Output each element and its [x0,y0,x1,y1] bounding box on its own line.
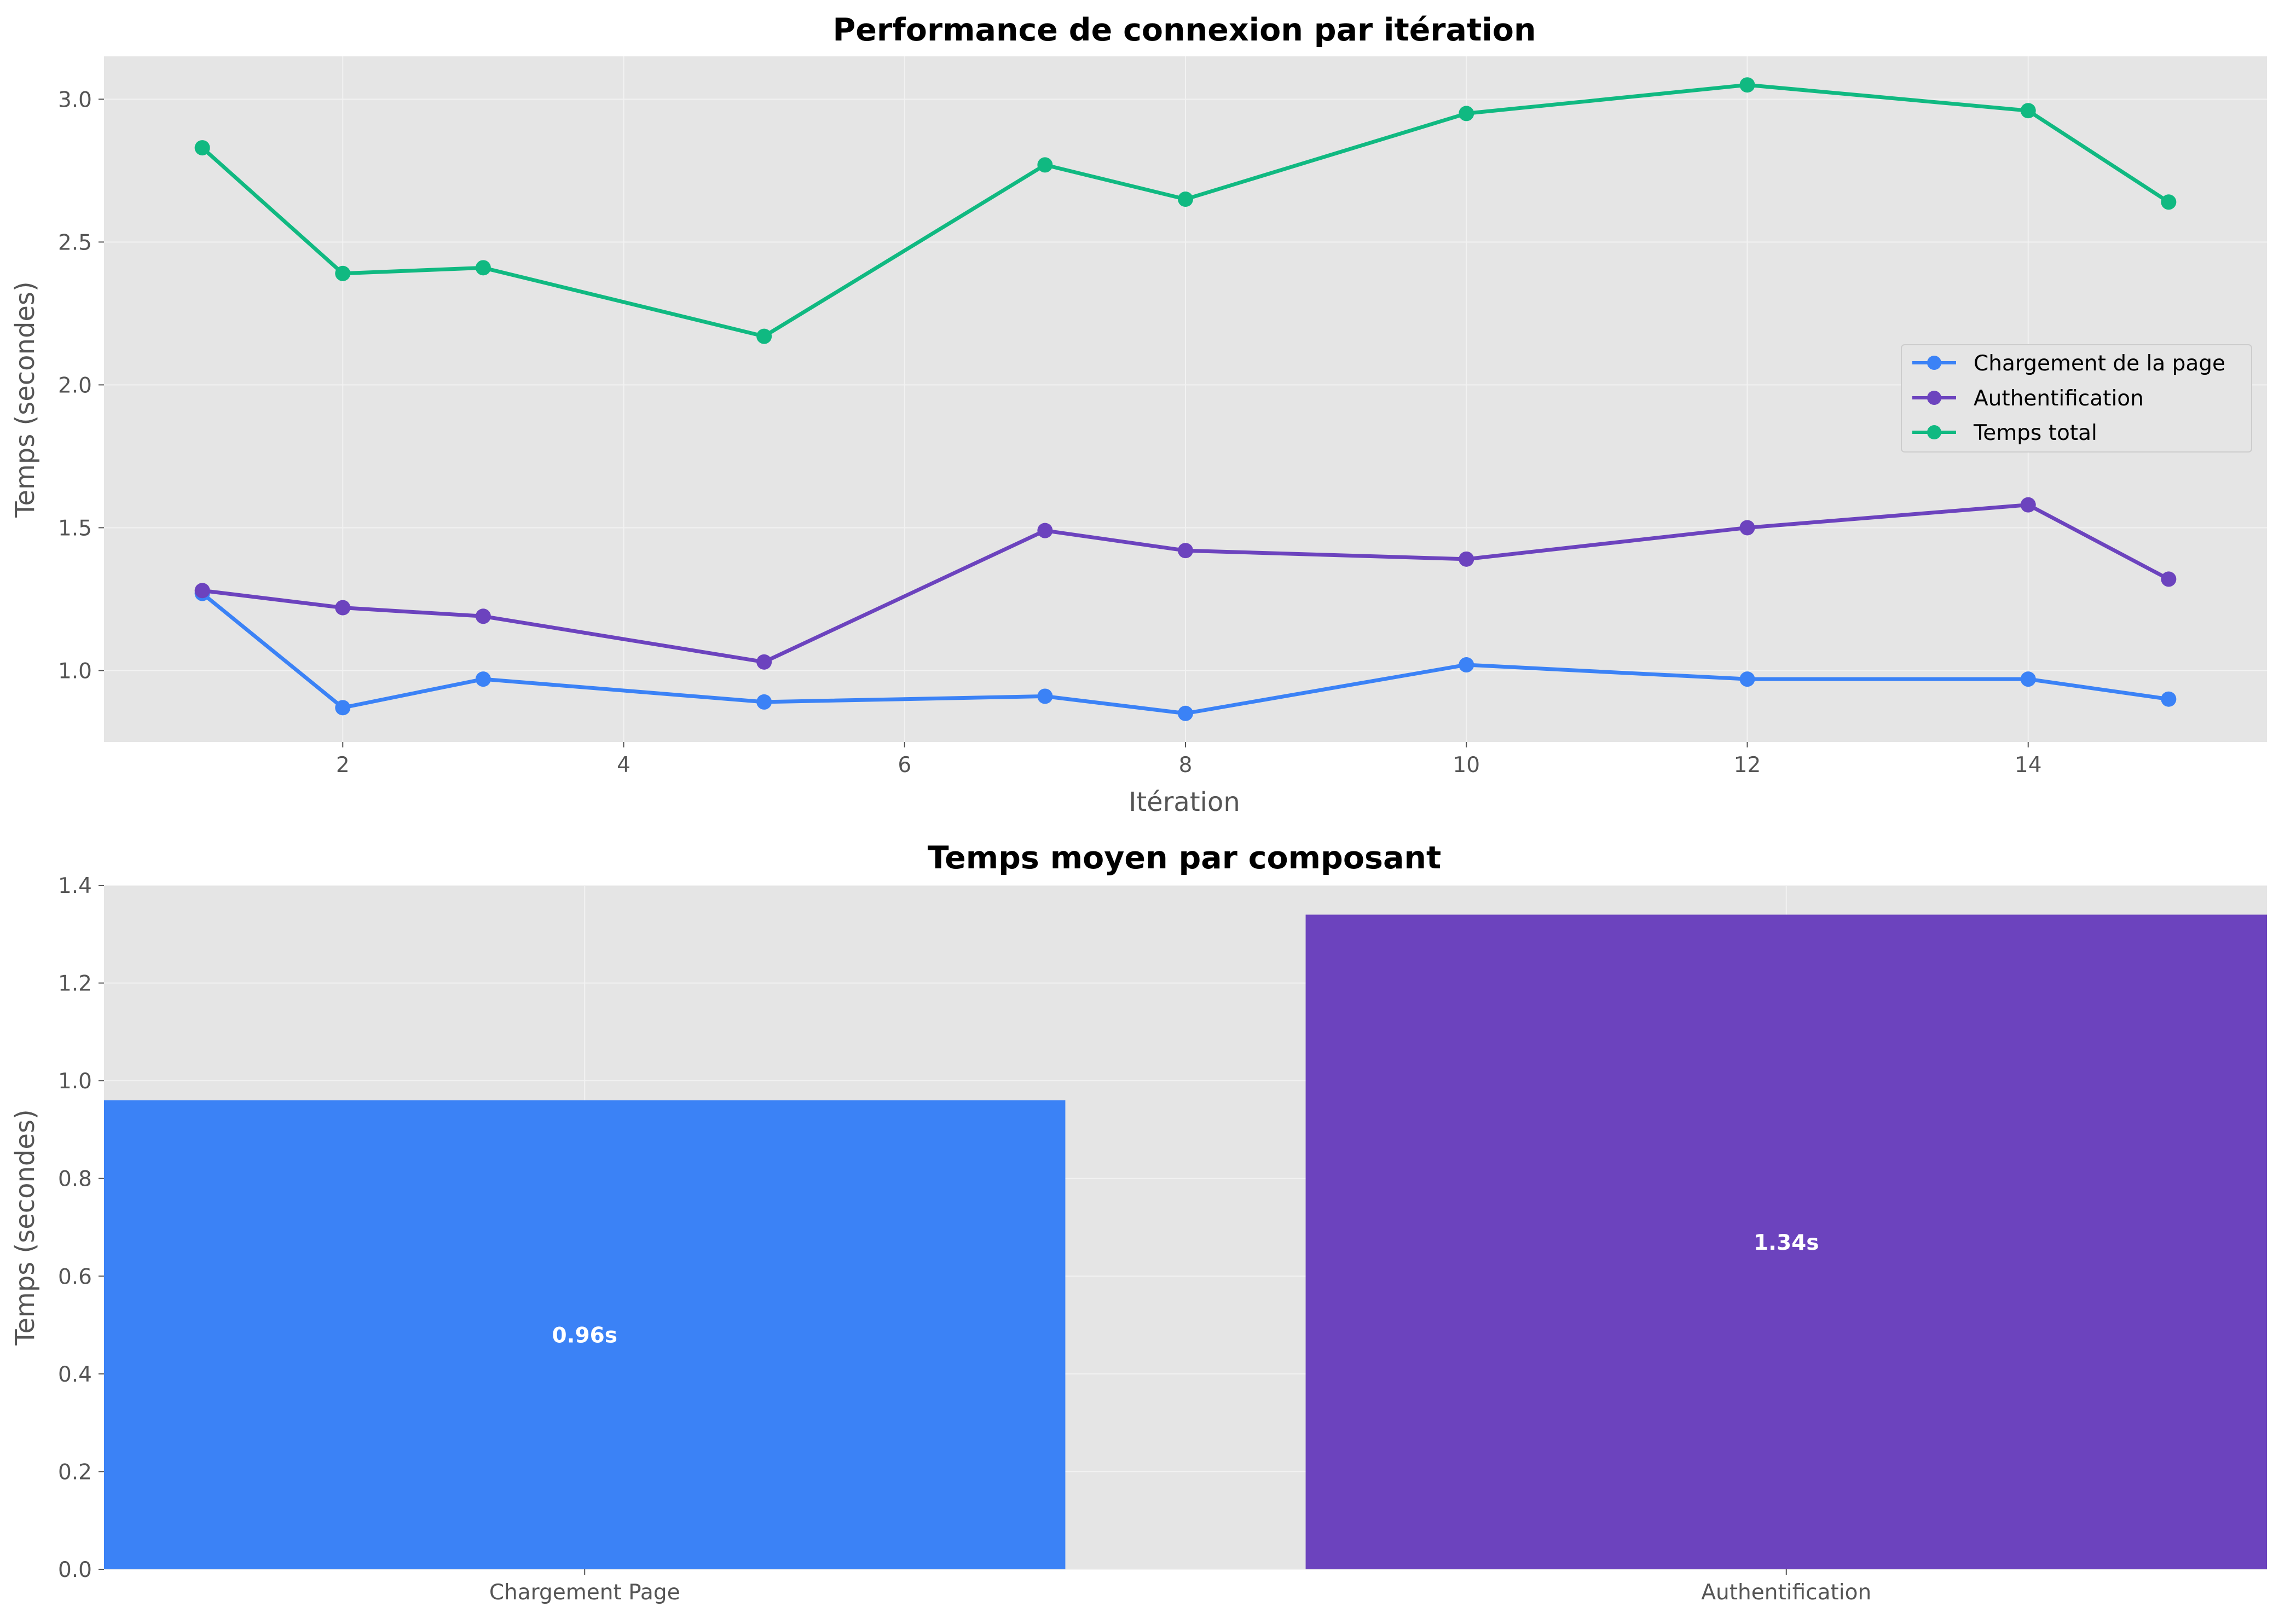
series-line-temps-total [201,83,2170,339]
x-tick-label-chargement-page: Chargement Page [489,1580,680,1605]
y-tick-label: 2.0 [58,373,92,398]
bar-authentification [1305,914,2267,1569]
x-tick-label-authentification: Authentification [1701,1580,1871,1605]
data-point-temps-total [475,260,491,276]
bar-chart-title: Temps moyen par composant [928,840,1441,876]
y-tick-label: 0.8 [58,1167,92,1192]
legend-label-chargement: Chargement de la page [1974,351,2225,376]
data-point-chargement-de-la-page [2161,691,2177,707]
series-authentification [194,497,2177,670]
series-line-authentification [202,503,2170,664]
y-tick-label: 1.0 [58,1069,92,1094]
x-tick-label: 12 [1734,753,1761,778]
data-point-authentification [335,600,351,616]
data-point-chargement-de-la-page [1037,688,1053,704]
bar-chart-bars: 0.96s 1.34s [104,914,2267,1569]
data-point-temps-total [1459,106,1474,121]
data-point-temps-total [194,140,210,156]
data-point-temps-total [335,265,351,281]
legend-marker-chargement [1927,356,1941,370]
data-point-chargement-de-la-page [1178,705,1193,721]
y-tick-label: 1.4 [58,874,92,898]
y-tick-label: 3.0 [58,88,92,112]
data-point-authentification [2161,571,2177,587]
x-tick-label: 4 [617,753,631,778]
line-chart-series [194,77,2177,721]
bar-value-label-chargement-page: 0.96s [552,1323,617,1348]
bar-chargement-page [104,1100,1066,1569]
data-point-temps-total [756,328,772,344]
y-tick-label: 0.2 [58,1460,92,1484]
y-tick-label: 1.5 [58,516,92,541]
x-tick-label: 14 [2015,753,2042,778]
data-point-chargement-de-la-page [475,671,491,687]
data-point-temps-total [1739,77,1755,93]
data-point-authentification [1178,543,1193,559]
bar-chart-x-ticks: Chargement Page Authentification [489,1569,1871,1605]
data-point-chargement-de-la-page [1459,657,1474,673]
bar-chart-y-axis-label: Temps (secondes) [10,1109,41,1345]
y-tick-label: 0.4 [58,1362,92,1387]
data-point-chargement-de-la-page [2020,671,2036,687]
line-chart-panel: 2 4 6 8 10 12 14 1.0 1.5 2.0 2.5 3.0 Performance d… [10,12,2267,817]
data-point-authentification [1459,551,1474,567]
x-tick-label: 6 [898,753,911,778]
series-line-chargement-de-la-page [201,591,2169,716]
data-point-temps-total [2161,194,2177,210]
y-tick-label: 0.0 [58,1558,92,1582]
data-point-chargement-de-la-page [756,694,772,710]
line-chart-y-ticks: 1.0 1.5 2.0 2.5 3.0 [58,88,104,683]
data-point-temps-total [2020,103,2036,119]
y-tick-label: 2.5 [58,230,92,255]
series-temps-total [194,77,2177,344]
legend-marker-authentification [1927,391,1941,405]
data-point-authentification [475,608,491,624]
y-tick-label: 0.6 [58,1265,92,1289]
legend-marker-temps-total [1927,425,1941,439]
bar-value-label-authentification: 1.34s [1754,1231,1819,1255]
line-chart-y-axis-label: Temps (secondes) [10,281,41,518]
data-point-authentification [1739,520,1755,536]
line-chart-x-axis-label: Itération [1129,787,1240,817]
line-chart-legend: Chargement de la page Authentification T… [1901,344,2252,453]
legend-label-temps-total: Temps total [1973,421,2097,445]
data-point-authentification [756,654,772,670]
y-tick-label: 1.0 [58,659,92,683]
bar-chart-y-ticks: 0.0 0.2 0.4 0.6 0.8 1.0 1.2 1.4 [58,874,104,1582]
data-point-authentification [194,583,210,599]
line-chart-title: Performance de connexion par itération [832,12,1536,48]
data-point-temps-total [1178,192,1193,207]
x-tick-label: 10 [1453,753,1480,778]
x-tick-label: 8 [1179,753,1193,778]
data-point-chargement-de-la-page [335,700,351,716]
data-point-chargement-de-la-page [1739,671,1755,687]
legend-box [1901,344,2252,453]
x-tick-label: 2 [336,753,350,778]
series-chargement-de-la-page [194,585,2177,721]
y-tick-label: 1.2 [58,972,92,996]
data-point-authentification [1037,523,1053,538]
line-chart-x-ticks: 2 4 6 8 10 12 14 [336,742,2042,778]
data-point-temps-total [1037,157,1053,173]
legend-label-authentification: Authentification [1974,386,2144,411]
bar-chart-panel: 0.96s 1.34s Chargement Page Authentificati… [10,840,2267,1605]
data-point-authentification [2020,497,2036,513]
